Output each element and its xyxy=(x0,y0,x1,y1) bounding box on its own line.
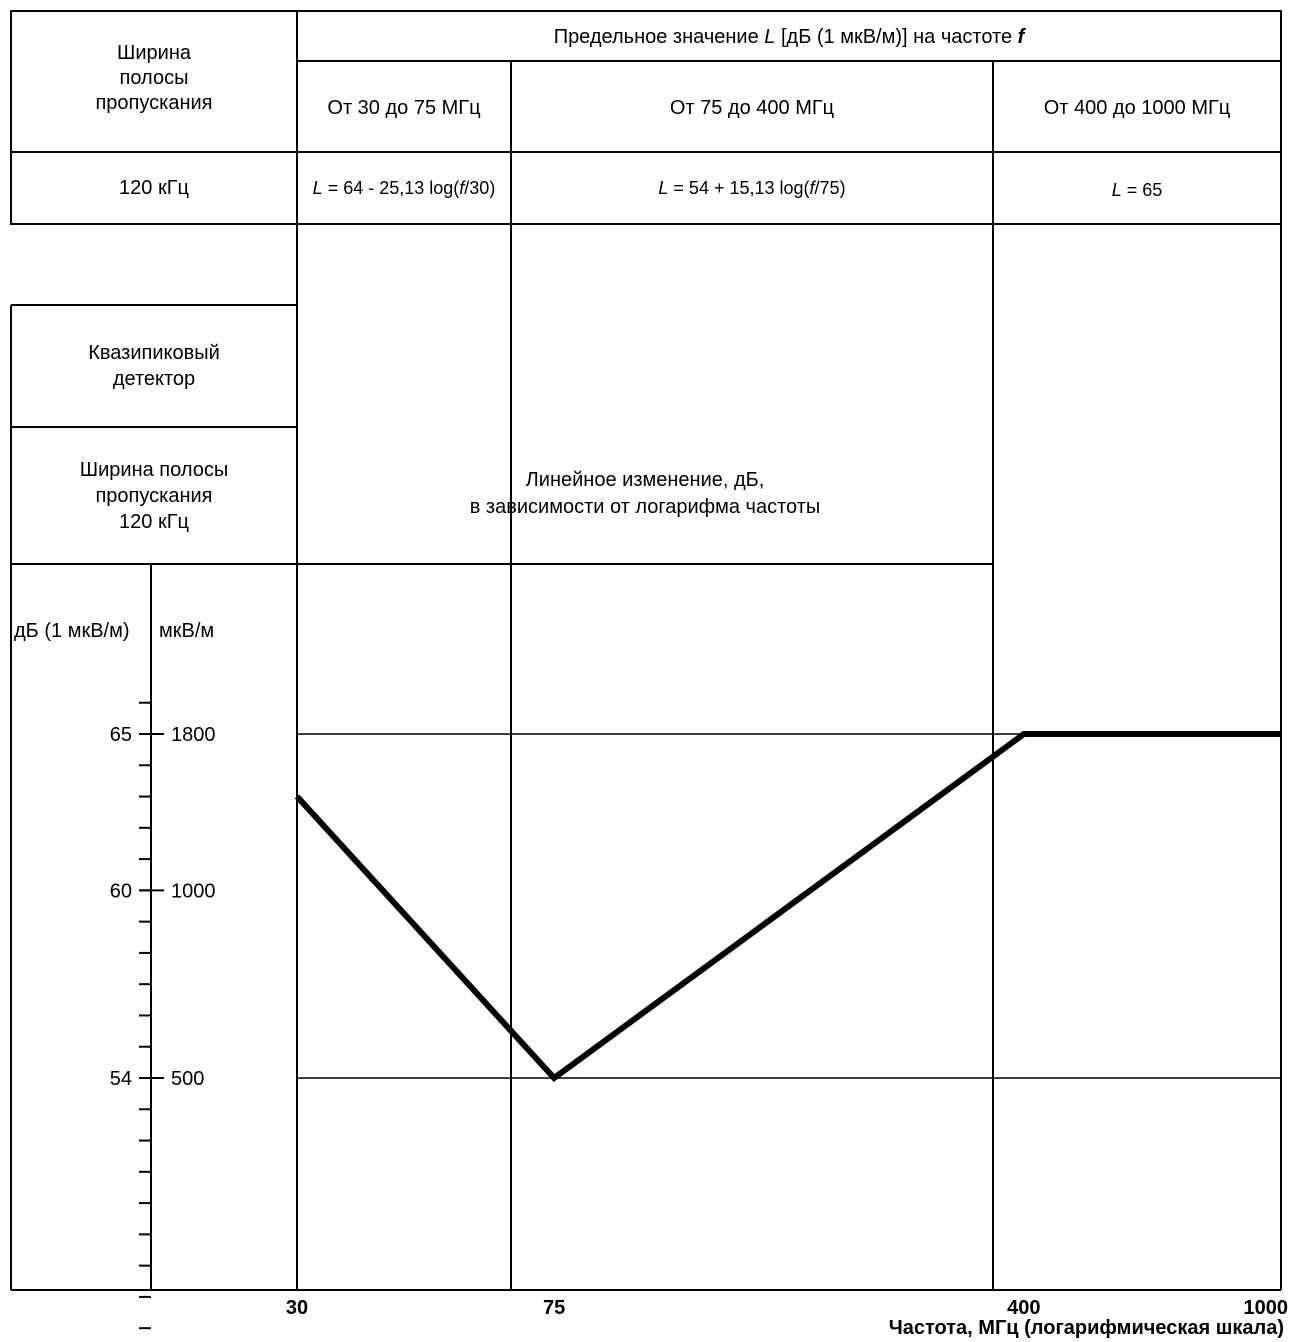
x-tick-label: 30 xyxy=(286,1297,308,1319)
note-line-2: в зависимости от логарифма частоты xyxy=(470,496,820,518)
panel-bandwidth-line: Ширина полосы xyxy=(80,459,228,481)
y-tick-label-db: 60 xyxy=(110,880,132,902)
detector-label-line: детектор xyxy=(113,368,195,390)
note-line-1: Линейное изменение, дБ, xyxy=(526,469,765,491)
x-tick-labels: 30 75 400 1000 xyxy=(286,1297,1288,1319)
reference-lines xyxy=(297,733,1281,1079)
range-header-75-400: От 75 до 400 МГц xyxy=(670,97,834,119)
limit-line-series xyxy=(294,731,1281,1083)
y-tick-label-db: 65 xyxy=(110,724,132,746)
panel-bandwidth-label: Ширина полосы пропускания 120 кГц xyxy=(80,459,228,533)
range-header-30-75: От 30 до 75 МГц xyxy=(327,97,480,119)
plot-grid xyxy=(11,224,1282,1291)
y-axis-unit-db: дБ (1 мкВ/м) xyxy=(14,620,130,642)
range-header-400-1000: От 400 до 1000 МГц xyxy=(1044,97,1231,119)
bandwidth-header-line: Ширина xyxy=(117,42,192,64)
y-major-ticks: 65 1800 60 1000 54 500 xyxy=(110,724,216,1090)
left-panel-frame xyxy=(10,304,297,1290)
formula-400-1000: L = 65 xyxy=(1112,180,1163,200)
limit-header: Предельное значение L [дБ (1 мкВ/м)] на … xyxy=(554,26,1027,48)
formula-75-400: L = 54 + 15,13 log(f/75) xyxy=(658,178,845,198)
x-tick-label: 75 xyxy=(543,1297,565,1319)
x-tick-label: 400 xyxy=(1007,1297,1040,1319)
y-axis-unit-uv: мкВ/м xyxy=(159,620,214,642)
x-axis-label: Частота, МГц (логарифмическая шкала) xyxy=(889,1317,1284,1339)
bandwidth-header-line: пропускания xyxy=(95,92,212,114)
y-tick-label-db: 54 xyxy=(110,1068,132,1090)
detector-label-line: Квазипиковый xyxy=(88,342,220,364)
detector-label: Квазипиковый детектор xyxy=(88,342,220,390)
x-tick-label: 1000 xyxy=(1244,1297,1289,1319)
bandwidth-value: 120 кГц xyxy=(119,177,189,199)
formula-30-75: L = 64 - 25,13 log(f/30) xyxy=(313,178,496,198)
y-minor-ticks xyxy=(139,701,151,1330)
y-tick-label-uv: 500 xyxy=(171,1068,204,1090)
y-tick-label-uv: 1800 xyxy=(171,724,216,746)
panel-bandwidth-line: пропускания xyxy=(95,485,212,507)
bandwidth-header: Ширина полосы пропускания xyxy=(95,42,212,114)
y-tick-label-uv: 1000 xyxy=(171,880,216,902)
limit-table xyxy=(10,10,1282,225)
panel-bandwidth-line: 120 кГц xyxy=(119,511,189,533)
bandwidth-header-line: полосы xyxy=(120,67,189,89)
